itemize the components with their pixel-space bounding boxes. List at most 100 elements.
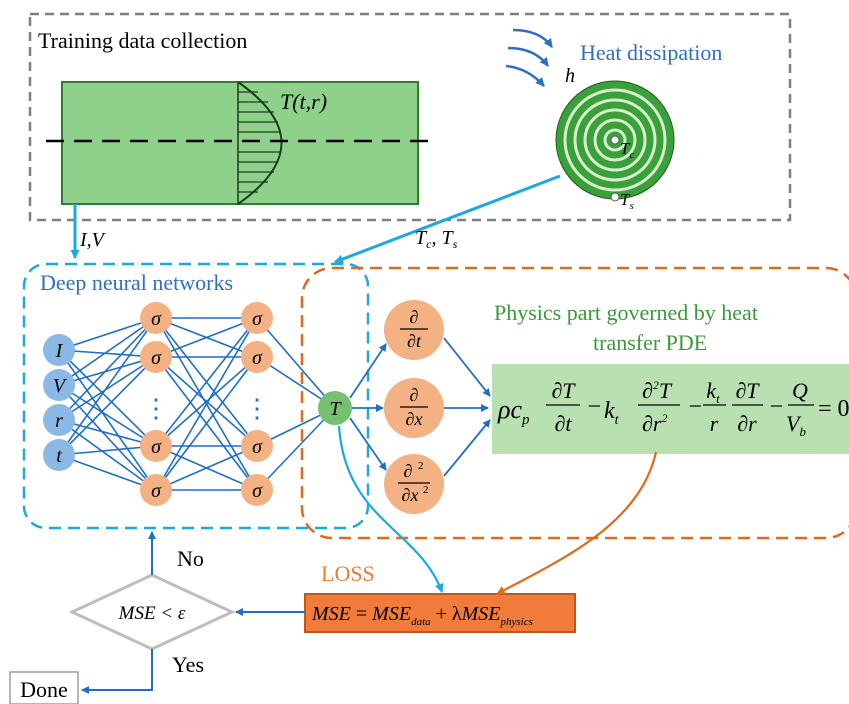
edge-hidden2-output xyxy=(256,407,336,491)
edge-hidden1-hidden2 xyxy=(155,317,258,491)
svg-text:∂r2: ∂r2 xyxy=(642,411,667,436)
edge-hidden1-hidden2 xyxy=(155,317,258,358)
input-node-V: V xyxy=(43,369,75,401)
hidden2-neuron: σ xyxy=(241,341,273,373)
edge-hidden1-hidden2 xyxy=(155,356,258,491)
tcts-arrow xyxy=(334,174,561,264)
edge-input-hidden1 xyxy=(58,356,157,456)
hidden1-neuron: σ xyxy=(140,430,172,462)
t-to-loss-arrow xyxy=(337,425,444,593)
svg-text:∂T: ∂T xyxy=(551,378,576,403)
svg-text:∂x: ∂x xyxy=(402,485,419,505)
hidden2-ellipsis-label: ⋮ xyxy=(244,394,270,423)
edge-hidden1-hidden2 xyxy=(155,317,258,447)
edge-input-hidden1 xyxy=(58,317,157,386)
derivative-dt-node: ∂ ∂t xyxy=(384,300,444,360)
hidden1-ellipsis-label: ⋮ xyxy=(143,394,169,423)
tcts-label: Tc, Ts xyxy=(415,227,458,251)
input-node-r-label: r xyxy=(55,410,63,432)
hidden2-neuron-label: σ xyxy=(252,436,263,458)
svg-text:∂r: ∂r xyxy=(737,411,757,436)
surface-temp-label: Ts xyxy=(620,190,634,212)
hidden1-neuron-label: σ xyxy=(151,308,162,330)
input-node-r: r xyxy=(43,404,75,436)
training-data-title: Training data collection xyxy=(38,28,247,53)
edge-input-hidden1 xyxy=(58,384,157,447)
svg-text:∂: ∂ xyxy=(410,385,419,405)
hidden1-neuron: σ xyxy=(140,341,172,373)
edge-hidden1-hidden2 xyxy=(155,445,258,491)
derivative-dx-node: ∂ ∂x xyxy=(384,378,444,438)
input-node-I: I xyxy=(43,334,75,366)
svg-text:ρcp: ρcp xyxy=(497,395,530,428)
edge-input-hidden1 xyxy=(58,356,157,421)
edge-input-hidden1 xyxy=(58,317,157,456)
surface-point xyxy=(610,192,620,202)
input-node-V-label: V xyxy=(53,375,68,397)
hidden2-neuron: σ xyxy=(241,302,273,334)
svg-text:∂: ∂ xyxy=(410,307,419,327)
profile-hatching xyxy=(238,91,280,193)
svg-text:T: T xyxy=(329,398,342,420)
hidden1-neuron-label: σ xyxy=(151,436,162,458)
hidden1-neuron: σ xyxy=(140,474,172,506)
derivative-to-pde-arrows xyxy=(443,337,491,477)
edge-input-hidden1 xyxy=(58,356,157,386)
hidden2-neuron-label: σ xyxy=(252,347,263,369)
hidden2-ellipsis: ⋮ xyxy=(244,394,270,423)
svg-text:∂t: ∂t xyxy=(407,331,422,351)
hidden2-neuron-label: σ xyxy=(252,308,263,330)
svg-text:kt: kt xyxy=(604,398,620,428)
dnn-title: Deep neural networks xyxy=(40,270,233,295)
svg-text:kt: kt xyxy=(706,378,720,406)
physics-box xyxy=(300,266,849,540)
no-label: No xyxy=(177,546,204,571)
cell-cylinder xyxy=(61,81,419,205)
decision-condition: MSE < ε xyxy=(118,603,186,624)
h-label: h xyxy=(565,65,575,87)
edge-hidden2-output xyxy=(256,317,336,409)
pde-to-loss-arrow xyxy=(496,451,658,595)
svg-text:∂x: ∂x xyxy=(406,409,423,429)
edge-input-hidden1 xyxy=(58,349,157,447)
derivative-dx2-node: ∂ 2 ∂x 2 xyxy=(384,454,444,514)
yes-label: Yes xyxy=(172,652,204,677)
hidden1-ellipsis: ⋮ xyxy=(143,394,169,423)
hidden1-neuron-label: σ xyxy=(151,347,162,369)
svg-text:∂2T: ∂2T xyxy=(642,378,673,403)
loss-title: LOSS xyxy=(321,561,375,586)
training-data-box xyxy=(28,12,792,222)
yes-arrow xyxy=(81,649,153,694)
svg-text:−: − xyxy=(687,394,703,420)
svg-text:∂T: ∂T xyxy=(735,378,760,403)
iv-label: I,V xyxy=(79,229,107,251)
svg-text:r: r xyxy=(710,411,719,436)
t-to-derivative-arrows xyxy=(349,343,387,471)
heat-dissipation-label: Heat dissipation xyxy=(580,40,722,65)
svg-text:−: − xyxy=(768,394,784,420)
edge-input-hidden1 xyxy=(58,349,157,358)
svg-text:∂t: ∂t xyxy=(555,411,573,436)
done-box xyxy=(9,671,79,704)
svg-text:Q: Q xyxy=(792,378,808,403)
pde-equation: ρcp ∂T ∂t − kt ∂2T ∂r2 − kt r ∂T ∂r − Q … xyxy=(497,378,849,439)
svg-text:2: 2 xyxy=(418,460,424,472)
loss-equation: MSE = MSEdata + λMSEphysics xyxy=(311,603,533,628)
hidden2-neuron: σ xyxy=(241,430,273,462)
svg-text:−: − xyxy=(586,394,602,420)
hidden1-neuron-label: σ xyxy=(151,480,162,502)
physics-title-line2: transfer PDE xyxy=(593,330,707,355)
core-temp-label: Tc xyxy=(620,139,634,161)
svg-text:Vb: Vb xyxy=(786,411,806,439)
done-label: Done xyxy=(20,677,68,702)
edge-input-hidden1 xyxy=(58,317,157,421)
input-node-t-label: t xyxy=(56,445,62,467)
svg-text:2: 2 xyxy=(423,484,429,496)
hidden2-neuron-label: σ xyxy=(252,480,263,502)
hidden2-neuron: σ xyxy=(241,474,273,506)
input-node-I-label: I xyxy=(55,340,64,362)
output-node-T: T xyxy=(318,391,352,425)
core-point xyxy=(610,135,620,145)
